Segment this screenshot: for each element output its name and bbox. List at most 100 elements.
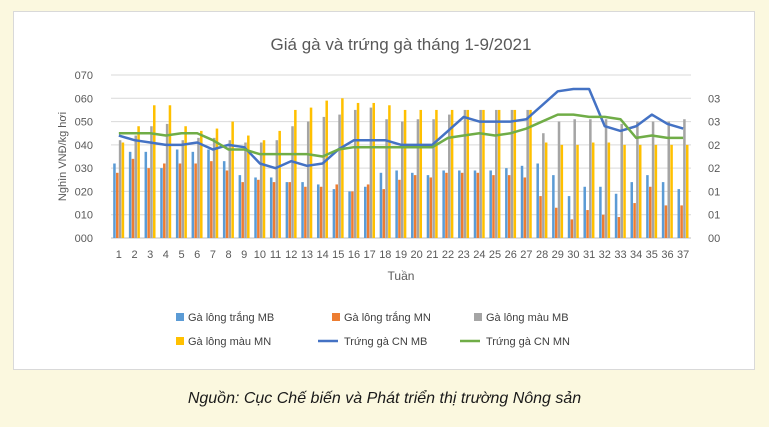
x-tick-label: 32 bbox=[599, 249, 611, 261]
bar bbox=[338, 114, 341, 238]
bar bbox=[492, 175, 495, 238]
x-tick-label: 11 bbox=[270, 249, 281, 261]
bar bbox=[353, 109, 357, 239]
legend-swatch bbox=[176, 313, 184, 321]
bar bbox=[560, 144, 564, 238]
x-tick-label: 3 bbox=[147, 249, 153, 261]
bar bbox=[241, 182, 244, 238]
bar bbox=[685, 144, 689, 238]
bar bbox=[539, 196, 542, 238]
bar bbox=[215, 128, 219, 238]
bar bbox=[257, 179, 260, 238]
bar bbox=[372, 102, 375, 238]
bar bbox=[497, 109, 501, 239]
bar bbox=[351, 191, 354, 238]
bar bbox=[442, 170, 445, 238]
bar bbox=[341, 98, 344, 238]
bar bbox=[432, 119, 435, 238]
bar bbox=[398, 179, 401, 238]
y-left-tick-label: 000 bbox=[75, 233, 93, 245]
bar bbox=[576, 144, 579, 238]
bar bbox=[137, 126, 140, 238]
bar bbox=[121, 142, 125, 238]
bar bbox=[131, 158, 135, 238]
bar bbox=[113, 163, 116, 238]
bar bbox=[667, 121, 671, 238]
series-line bbox=[118, 87, 684, 170]
y-left-tick-label: 030 bbox=[75, 163, 93, 175]
bar bbox=[510, 109, 514, 239]
bar bbox=[388, 105, 391, 239]
bar bbox=[144, 151, 148, 238]
y-right-tick-label: 03 bbox=[708, 93, 720, 105]
x-tick-label: 26 bbox=[505, 249, 517, 261]
x-tick-label: 18 bbox=[379, 249, 391, 261]
bar bbox=[197, 137, 200, 238]
bar bbox=[654, 144, 658, 238]
bar bbox=[356, 102, 360, 238]
bar bbox=[677, 189, 681, 238]
bar bbox=[482, 109, 485, 239]
bar bbox=[259, 142, 263, 238]
bar bbox=[413, 175, 417, 238]
x-tick-label: 10 bbox=[254, 249, 266, 261]
bar bbox=[591, 142, 595, 238]
bar bbox=[194, 163, 197, 238]
bar bbox=[633, 203, 636, 238]
bar bbox=[458, 170, 461, 238]
bar bbox=[178, 163, 182, 238]
bar bbox=[552, 175, 555, 238]
bar bbox=[316, 184, 320, 238]
bar bbox=[607, 142, 611, 238]
bar bbox=[476, 172, 480, 238]
bar bbox=[507, 175, 511, 238]
x-axis-label: Tuần bbox=[388, 269, 415, 283]
bar bbox=[348, 191, 351, 238]
bar bbox=[586, 210, 589, 238]
bar bbox=[554, 207, 558, 238]
bar bbox=[620, 123, 623, 238]
bar bbox=[294, 109, 297, 239]
legend-swatch bbox=[332, 313, 340, 321]
bar bbox=[636, 121, 639, 238]
x-tick-label: 4 bbox=[163, 249, 169, 261]
bar bbox=[589, 119, 592, 238]
bar bbox=[526, 109, 529, 239]
x-tick-label: 31 bbox=[583, 249, 595, 261]
bar bbox=[322, 116, 326, 238]
x-tick-label: 20 bbox=[411, 249, 423, 261]
bar bbox=[450, 109, 454, 239]
bar bbox=[278, 130, 281, 238]
bar bbox=[150, 126, 153, 238]
bar bbox=[262, 140, 266, 238]
y-right-tick-label: 01 bbox=[708, 186, 720, 198]
bar bbox=[567, 196, 571, 238]
bar bbox=[247, 135, 250, 238]
bar bbox=[463, 109, 467, 239]
x-tick-label: 30 bbox=[567, 249, 579, 261]
bar bbox=[212, 137, 216, 238]
bar bbox=[309, 107, 313, 238]
bar bbox=[272, 182, 276, 238]
y-left-tick-label: 060 bbox=[75, 93, 93, 105]
bar bbox=[222, 161, 226, 238]
x-tick-label: 36 bbox=[661, 249, 673, 261]
bar bbox=[683, 119, 686, 238]
chart-title: Giá gà và trứng gà tháng 1-9/2021 bbox=[271, 35, 532, 54]
bar bbox=[153, 105, 156, 239]
x-tick-label: 37 bbox=[677, 249, 689, 261]
bar bbox=[403, 109, 407, 239]
x-tick-label: 13 bbox=[301, 249, 313, 261]
bar bbox=[466, 109, 470, 239]
y-left-tick-label: 040 bbox=[75, 140, 93, 152]
bar bbox=[165, 123, 169, 238]
chart-container: Giá gà và trứng gà tháng 1-9/2021 000 010 0… bbox=[13, 11, 755, 370]
x-tick-label: 8 bbox=[226, 249, 232, 261]
x-tick-label: 19 bbox=[395, 249, 407, 261]
legend-label: Gà lông trắng MB bbox=[188, 311, 274, 324]
bar bbox=[116, 172, 119, 238]
legend-swatch bbox=[176, 337, 184, 345]
bar bbox=[680, 205, 683, 238]
bar bbox=[379, 172, 383, 238]
